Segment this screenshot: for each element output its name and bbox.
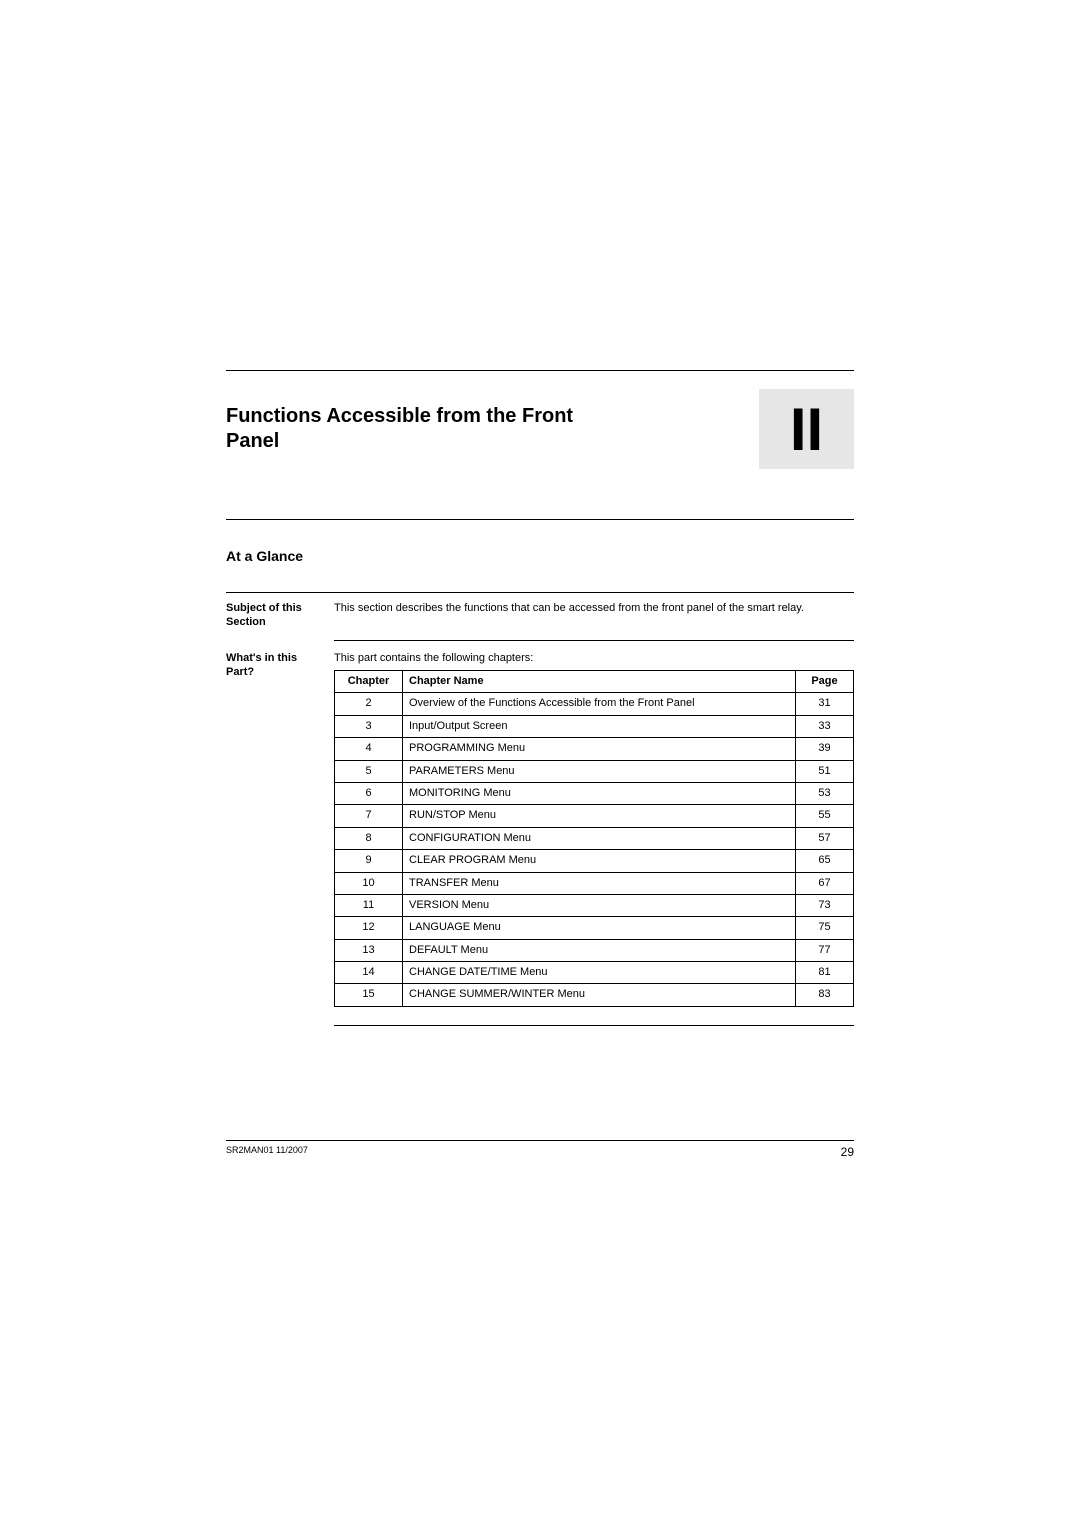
table-row: 4PROGRAMMING Menu39 bbox=[335, 738, 854, 760]
cell-name: DEFAULT Menu bbox=[403, 939, 796, 961]
cell-name: CLEAR PROGRAM Menu bbox=[403, 850, 796, 872]
header-page: Page bbox=[796, 670, 854, 692]
table-row: 10TRANSFER Menu67 bbox=[335, 872, 854, 894]
table-row: 7RUN/STOP Menu55 bbox=[335, 805, 854, 827]
footer-doc-id: SR2MAN01 11/2007 bbox=[226, 1145, 308, 1159]
cell-name: CONFIGURATION Menu bbox=[403, 827, 796, 849]
cell-page: 55 bbox=[796, 805, 854, 827]
part-number: II bbox=[790, 395, 823, 464]
rule-bottom bbox=[334, 1025, 854, 1026]
whats-in-label: What's in this Part? bbox=[226, 651, 334, 1007]
at-a-glance-heading: At a Glance bbox=[226, 548, 854, 564]
whats-in-section: What's in this Part? This part contains … bbox=[226, 651, 854, 1007]
chapters-table: Chapter Chapter Name Page 2Overview of t… bbox=[334, 670, 854, 1007]
table-row: 6MONITORING Menu53 bbox=[335, 782, 854, 804]
whats-in-intro: This part contains the following chapter… bbox=[334, 651, 854, 666]
cell-name: TRANSFER Menu bbox=[403, 872, 796, 894]
title-block: Functions Accessible from the Front Pane… bbox=[226, 404, 596, 454]
footer-page-number: 29 bbox=[841, 1145, 854, 1159]
page-content: Functions Accessible from the Front Pane… bbox=[226, 370, 854, 1026]
cell-name: Input/Output Screen bbox=[403, 715, 796, 737]
cell-chapter: 15 bbox=[335, 984, 403, 1006]
rule-sep-1 bbox=[334, 640, 854, 641]
cell-name: Overview of the Functions Accessible fro… bbox=[403, 693, 796, 715]
cell-page: 51 bbox=[796, 760, 854, 782]
table-row: 15CHANGE SUMMER/WINTER Menu83 bbox=[335, 984, 854, 1006]
table-row: 9CLEAR PROGRAM Menu65 bbox=[335, 850, 854, 872]
cell-chapter: 12 bbox=[335, 917, 403, 939]
cell-page: 75 bbox=[796, 917, 854, 939]
title-row: Functions Accessible from the Front Pane… bbox=[226, 389, 854, 469]
part-number-box: II bbox=[759, 389, 854, 469]
cell-chapter: 5 bbox=[335, 760, 403, 782]
table-row: 5PARAMETERS Menu51 bbox=[335, 760, 854, 782]
page-title: Functions Accessible from the Front Pane… bbox=[226, 404, 596, 454]
table-row: 11VERSION Menu73 bbox=[335, 894, 854, 916]
cell-name: CHANGE DATE/TIME Menu bbox=[403, 962, 796, 984]
rule-top bbox=[226, 370, 854, 371]
cell-page: 39 bbox=[796, 738, 854, 760]
table-row: 13DEFAULT Menu77 bbox=[335, 939, 854, 961]
cell-chapter: 3 bbox=[335, 715, 403, 737]
cell-name: RUN/STOP Menu bbox=[403, 805, 796, 827]
table-row: 3Input/Output Screen33 bbox=[335, 715, 854, 737]
cell-chapter: 13 bbox=[335, 939, 403, 961]
table-row: 8CONFIGURATION Menu57 bbox=[335, 827, 854, 849]
cell-name: VERSION Menu bbox=[403, 894, 796, 916]
table-row: 14CHANGE DATE/TIME Menu81 bbox=[335, 962, 854, 984]
cell-chapter: 9 bbox=[335, 850, 403, 872]
cell-chapter: 14 bbox=[335, 962, 403, 984]
cell-page: 77 bbox=[796, 939, 854, 961]
cell-page: 57 bbox=[796, 827, 854, 849]
cell-name: CHANGE SUMMER/WINTER Menu bbox=[403, 984, 796, 1006]
subject-label: Subject of this Section bbox=[226, 601, 334, 630]
cell-chapter: 10 bbox=[335, 872, 403, 894]
subject-body: This section describes the functions tha… bbox=[334, 601, 854, 630]
cell-chapter: 2 bbox=[335, 693, 403, 715]
cell-page: 65 bbox=[796, 850, 854, 872]
cell-page: 53 bbox=[796, 782, 854, 804]
cell-chapter: 7 bbox=[335, 805, 403, 827]
whats-in-body: This part contains the following chapter… bbox=[334, 651, 854, 1007]
table-header-row: Chapter Chapter Name Page bbox=[335, 670, 854, 692]
cell-name: LANGUAGE Menu bbox=[403, 917, 796, 939]
cell-page: 67 bbox=[796, 872, 854, 894]
cell-name: PROGRAMMING Menu bbox=[403, 738, 796, 760]
cell-page: 31 bbox=[796, 693, 854, 715]
table-row: 12LANGUAGE Menu75 bbox=[335, 917, 854, 939]
header-name: Chapter Name bbox=[403, 670, 796, 692]
cell-name: PARAMETERS Menu bbox=[403, 760, 796, 782]
table-row: 2Overview of the Functions Accessible fr… bbox=[335, 693, 854, 715]
cell-page: 73 bbox=[796, 894, 854, 916]
cell-name: MONITORING Menu bbox=[403, 782, 796, 804]
cell-chapter: 4 bbox=[335, 738, 403, 760]
subject-text: This section describes the functions tha… bbox=[334, 601, 854, 616]
page-footer: SR2MAN01 11/2007 29 bbox=[226, 1140, 854, 1159]
header-chapter: Chapter bbox=[335, 670, 403, 692]
cell-chapter: 6 bbox=[335, 782, 403, 804]
rule-mid bbox=[226, 519, 854, 520]
cell-chapter: 8 bbox=[335, 827, 403, 849]
cell-page: 33 bbox=[796, 715, 854, 737]
cell-chapter: 11 bbox=[335, 894, 403, 916]
subject-section: Subject of this Section This section des… bbox=[226, 592, 854, 630]
cell-page: 83 bbox=[796, 984, 854, 1006]
cell-page: 81 bbox=[796, 962, 854, 984]
